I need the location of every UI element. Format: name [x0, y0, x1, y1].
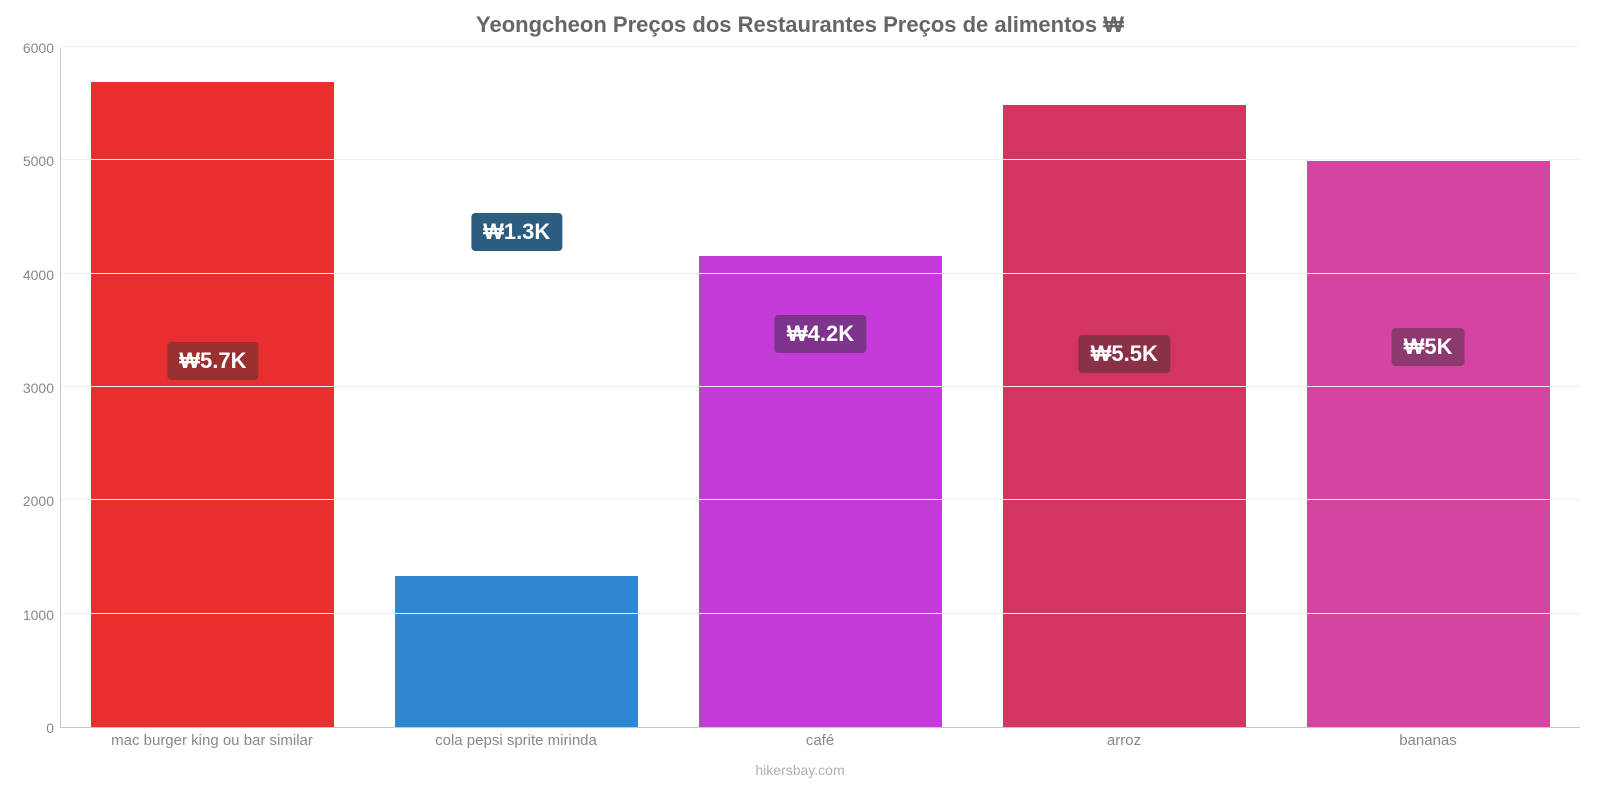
gridline	[61, 46, 1580, 47]
bar	[1307, 161, 1550, 727]
x-tick-label: café	[806, 732, 834, 749]
gridline	[61, 159, 1580, 160]
bar	[91, 82, 334, 727]
bar-value-label: ₩4.2K	[775, 315, 866, 353]
bar-slot: ₩1.3K	[365, 48, 669, 727]
x-tick-label: bananas	[1399, 732, 1457, 749]
bar-value-label: ₩5.7K	[167, 342, 258, 380]
bar-slot: ₩4.2K	[669, 48, 973, 727]
chart-plot-area: ₩5.7K ₩1.3K ₩4.2K ₩5.5K ₩5K	[60, 48, 1580, 728]
bar-value-label: ₩5.5K	[1079, 335, 1170, 373]
gridline	[61, 386, 1580, 387]
bar-value-label: ₩5K	[1392, 328, 1465, 366]
y-tick-label: 5000	[8, 153, 54, 169]
y-tick-label: 0	[8, 720, 54, 736]
chart-title: Yeongcheon Preços dos Restaurantes Preço…	[0, 0, 1600, 46]
bar-slot: ₩5.5K	[972, 48, 1276, 727]
gridline	[61, 613, 1580, 614]
bar-value-label: ₩1.3K	[471, 213, 562, 251]
bar-slot: ₩5K	[1276, 48, 1580, 727]
bar	[395, 576, 638, 727]
y-tick-label: 6000	[8, 40, 54, 56]
x-tick-label: mac burger king ou bar similar	[111, 732, 313, 749]
y-tick-label: 3000	[8, 380, 54, 396]
gridline	[61, 499, 1580, 500]
bar-slot: ₩5.7K	[61, 48, 365, 727]
y-tick-label: 1000	[8, 607, 54, 623]
bar	[1003, 105, 1246, 727]
x-tick-label: cola pepsi sprite mirinda	[435, 732, 597, 749]
x-tick-label: arroz	[1107, 732, 1141, 749]
gridline	[61, 273, 1580, 274]
y-tick-label: 2000	[8, 493, 54, 509]
y-tick-label: 4000	[8, 267, 54, 283]
credit-text: hikersbay.com	[0, 762, 1600, 778]
bars-container: ₩5.7K ₩1.3K ₩4.2K ₩5.5K ₩5K	[61, 48, 1580, 727]
